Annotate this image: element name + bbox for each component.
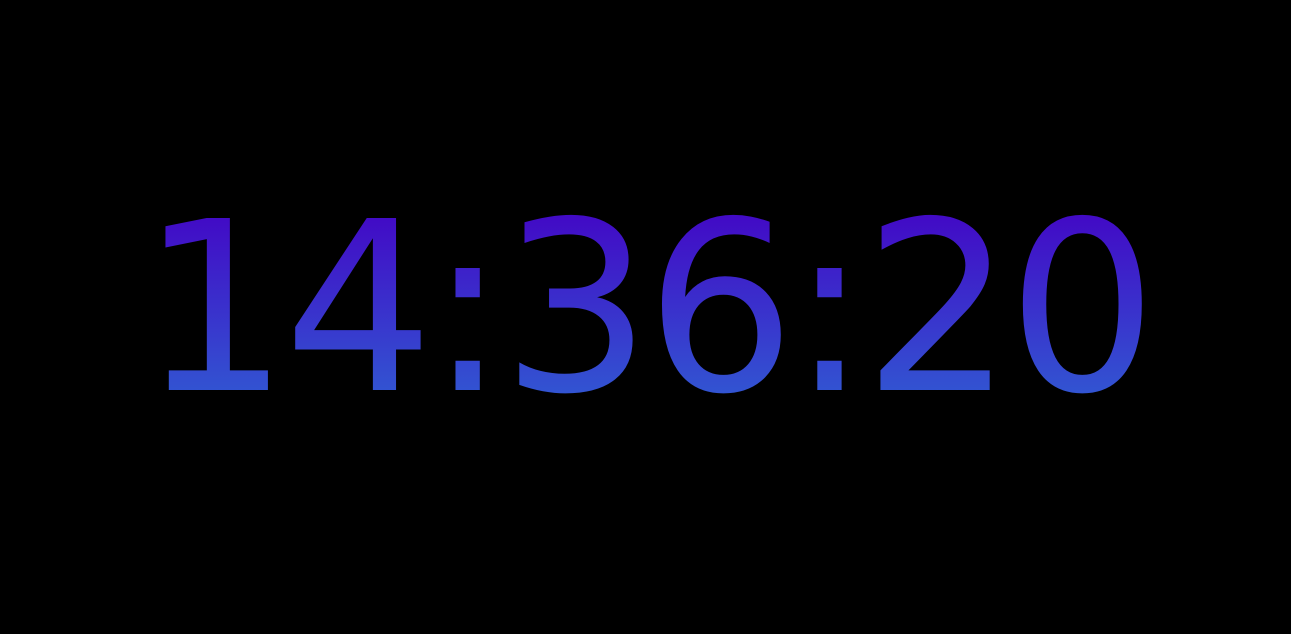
clock-time: 14:36:20 (139, 171, 1158, 446)
